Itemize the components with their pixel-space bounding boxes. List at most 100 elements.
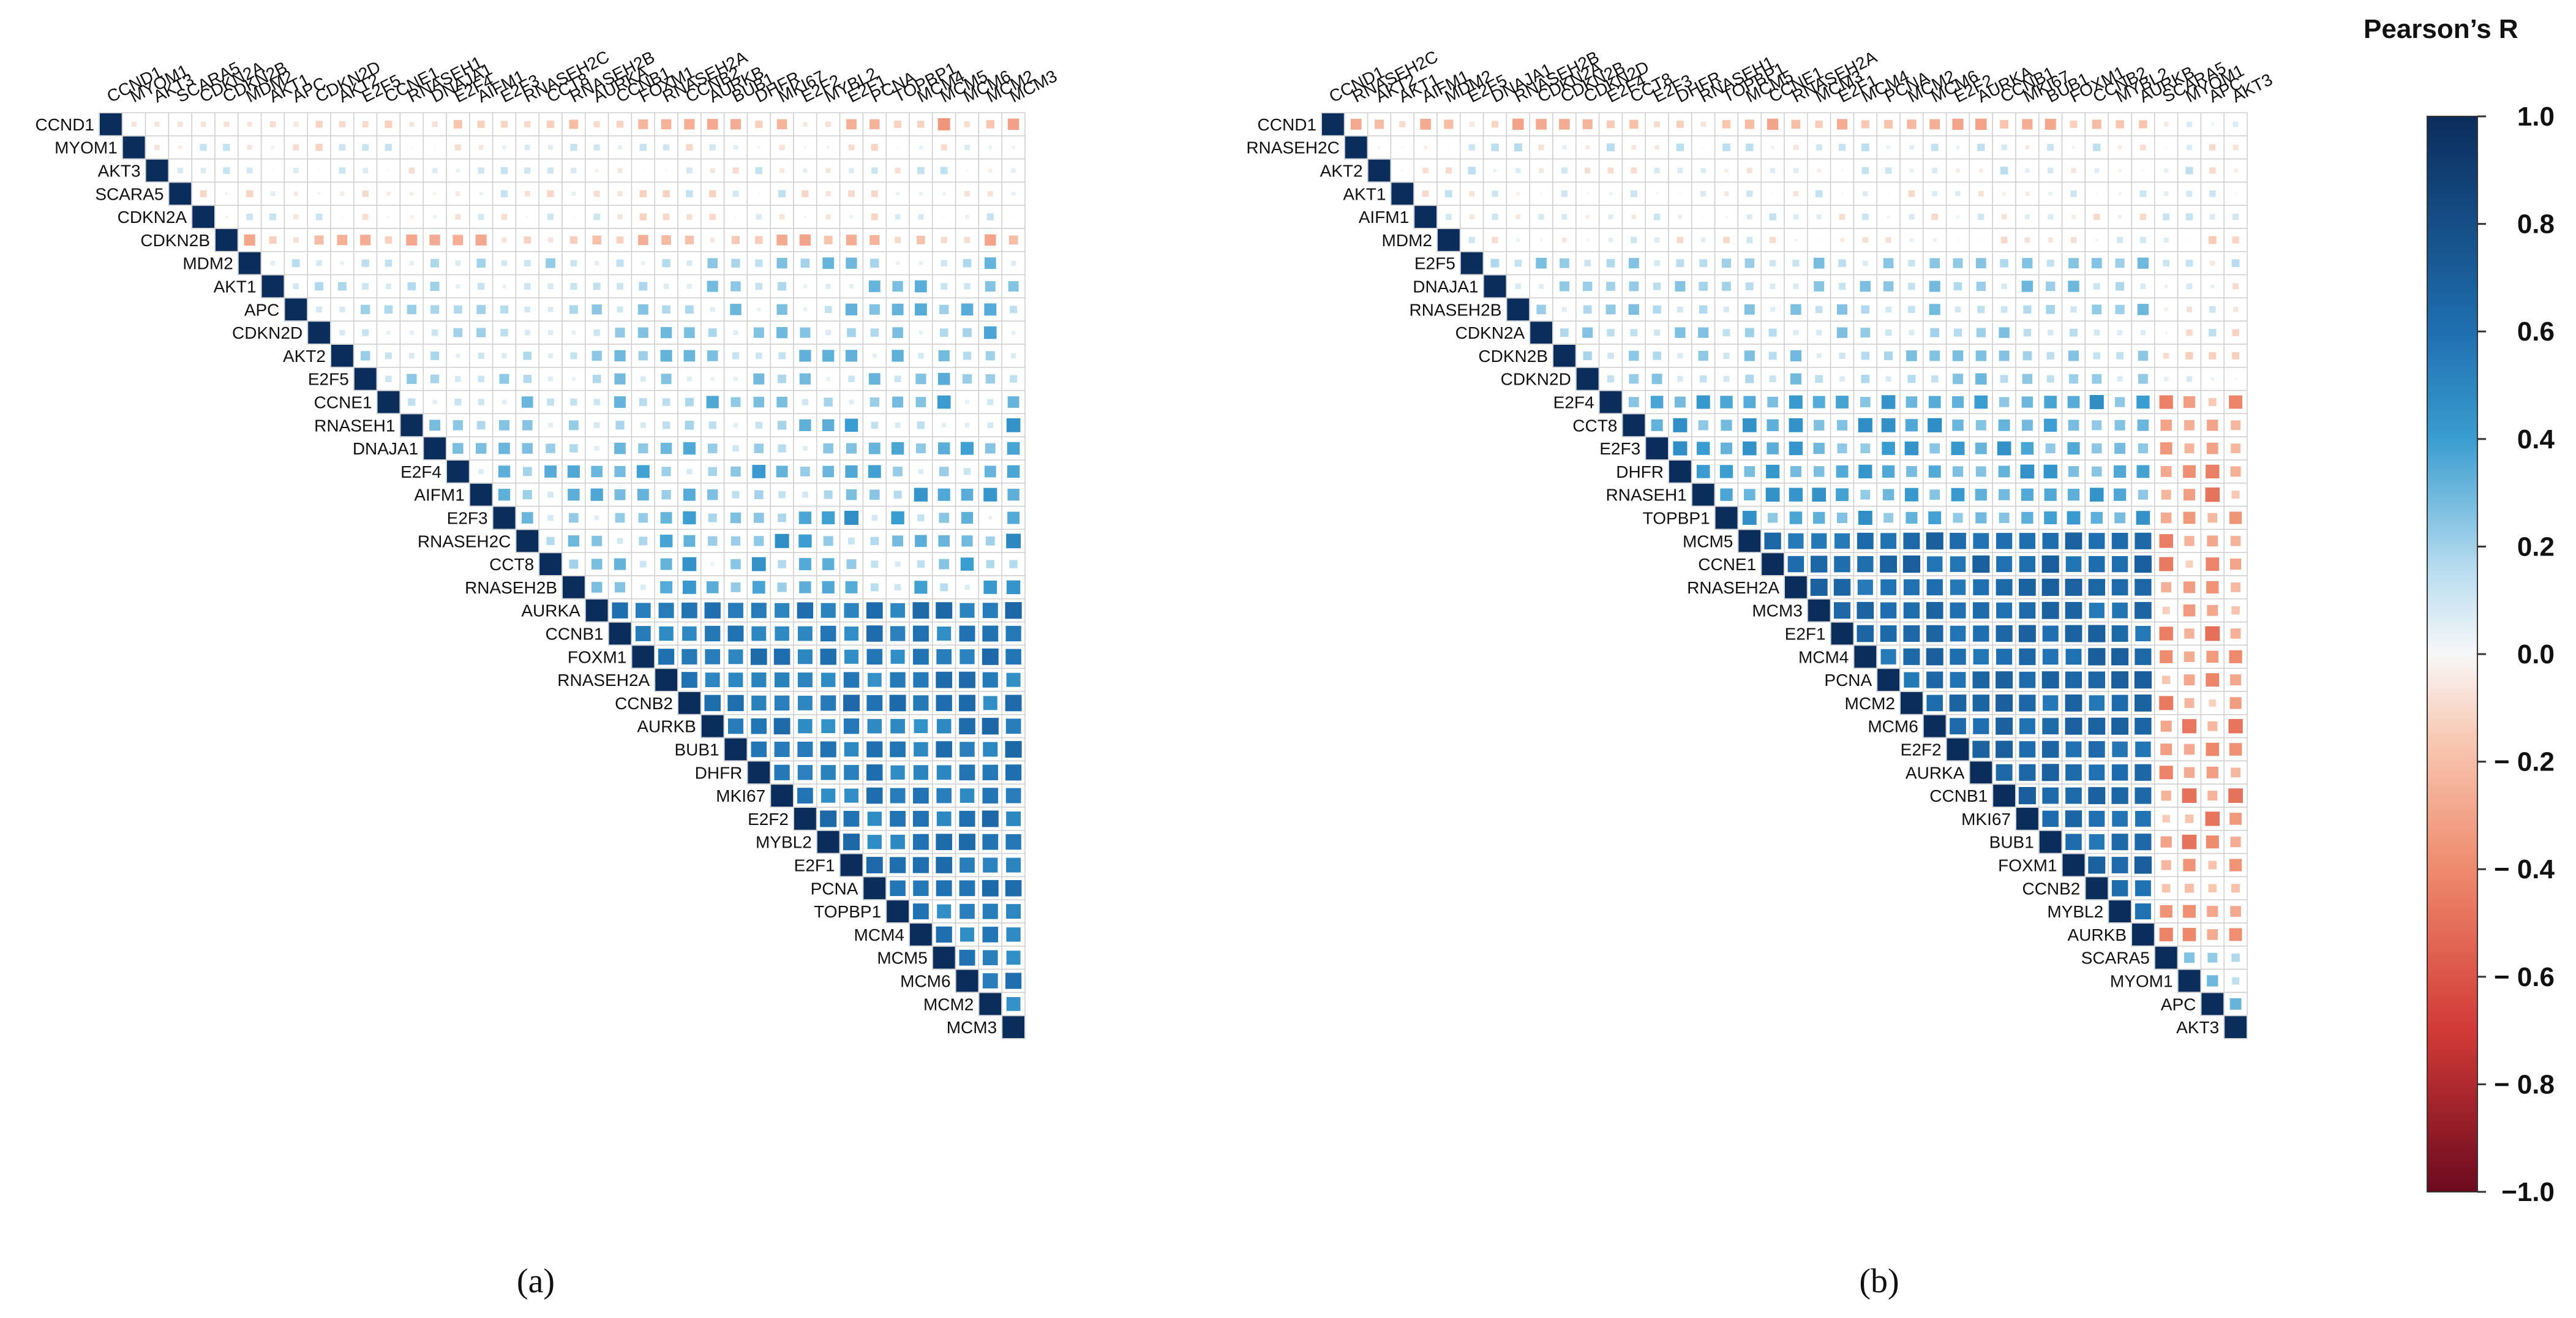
corr-cell <box>936 695 952 712</box>
corr-cell <box>1999 327 2010 338</box>
diagonal-cell <box>1530 322 1552 344</box>
corr-cell <box>2112 811 2128 827</box>
corr-cell <box>682 649 697 665</box>
corr-cell <box>844 418 858 432</box>
corr-cell <box>384 305 393 314</box>
corr-cell <box>616 236 624 244</box>
corr-cell <box>2209 144 2216 151</box>
corr-cell <box>1787 555 1804 573</box>
corr-cell <box>866 857 883 873</box>
corr-cell <box>1006 418 1021 432</box>
corr-cell <box>1955 191 1961 197</box>
colorbar-tick-label: 0.4 <box>2517 424 2555 454</box>
corr-cell <box>434 146 436 149</box>
corr-cell <box>890 672 906 688</box>
corr-cell <box>2134 555 2152 573</box>
diagonal-cell <box>1438 229 1460 251</box>
corr-cell <box>1675 281 1686 292</box>
corr-cell <box>778 560 786 568</box>
corr-cell <box>1929 304 1940 315</box>
corr-cell <box>914 488 928 502</box>
corr-cell <box>2232 352 2240 360</box>
corr-cell <box>1654 121 1661 127</box>
corr-cell <box>1813 257 1825 269</box>
corr-cell <box>918 145 923 149</box>
corr-cell <box>1790 465 1801 477</box>
corr-cell <box>847 328 856 337</box>
corr-cell <box>1743 396 1756 409</box>
corr-cell <box>755 259 763 267</box>
corr-cell <box>2183 581 2196 593</box>
corr-cell <box>1975 373 1987 385</box>
diagonal-cell <box>817 830 839 853</box>
corr-cell <box>2113 488 2127 501</box>
corr-cell <box>2000 375 2008 383</box>
corr-cell <box>2065 695 2082 712</box>
corr-cell <box>225 192 228 195</box>
corr-cell <box>1929 443 1940 454</box>
corr-cell <box>2137 420 2149 431</box>
corr-cell <box>1793 190 1799 197</box>
corr-cell <box>615 328 625 338</box>
corr-cell <box>890 718 905 734</box>
corr-cell <box>2184 420 2195 431</box>
row-label: MKI67 <box>716 786 765 805</box>
corr-cell <box>2000 167 2008 175</box>
corr-cell <box>918 469 924 475</box>
corr-cell <box>2116 282 2125 291</box>
corr-cell <box>1882 465 1895 478</box>
corr-cell <box>802 491 808 498</box>
diagonal-cell <box>1368 159 1391 182</box>
corr-cell <box>455 260 461 266</box>
row-label: CDKN2A <box>1455 323 1525 342</box>
corr-cell <box>478 469 484 475</box>
cell-frame <box>746 228 771 252</box>
corr-cell <box>1607 167 1614 174</box>
diagonal-cell <box>470 483 492 506</box>
corr-cell <box>2160 442 2172 455</box>
corr-cell <box>2231 443 2240 453</box>
corr-cell <box>547 306 554 312</box>
corr-cell <box>2019 671 2036 688</box>
corr-cell <box>1469 214 1474 220</box>
corr-cell <box>614 373 626 385</box>
corr-cell <box>410 215 414 219</box>
corr-cell <box>1007 465 1020 478</box>
corr-cell <box>1516 192 1520 195</box>
corr-cell <box>1813 466 1825 477</box>
corr-cell <box>1584 167 1591 174</box>
corr-cell <box>1815 190 1823 198</box>
row-label: CCNB2 <box>615 694 673 713</box>
corr-cell <box>1630 190 1637 197</box>
corr-cell <box>2092 374 2102 384</box>
corr-cell <box>524 236 531 244</box>
corr-cell <box>730 536 741 546</box>
corr-cell <box>479 192 483 196</box>
corr-cell <box>959 625 975 642</box>
corr-cell <box>2184 443 2195 454</box>
corr-cell <box>316 306 322 313</box>
corr-cell <box>1650 396 1664 409</box>
corr-cell <box>2095 238 2098 241</box>
corr-cell <box>1880 602 1897 619</box>
corr-cell <box>918 214 924 220</box>
corr-cell <box>733 145 738 150</box>
corr-cell <box>659 535 673 548</box>
corr-cell <box>868 465 881 478</box>
corr-cell <box>1605 304 1616 315</box>
corr-cell <box>1723 236 1730 244</box>
corr-cell <box>685 235 694 244</box>
corr-cell <box>1975 350 1986 361</box>
cell-frame <box>654 436 678 461</box>
corr-cell <box>2001 283 2007 290</box>
corr-cell <box>407 374 417 384</box>
diagonal-cell <box>1854 646 1877 668</box>
corr-cell <box>753 373 765 385</box>
corr-cell <box>2207 952 2218 963</box>
row-label: APC <box>244 300 280 319</box>
corr-cell <box>1790 373 1801 385</box>
corr-cell <box>362 190 369 197</box>
corr-cell <box>1607 352 1614 360</box>
corr-cell <box>1011 192 1016 196</box>
corr-cell <box>1561 237 1567 243</box>
